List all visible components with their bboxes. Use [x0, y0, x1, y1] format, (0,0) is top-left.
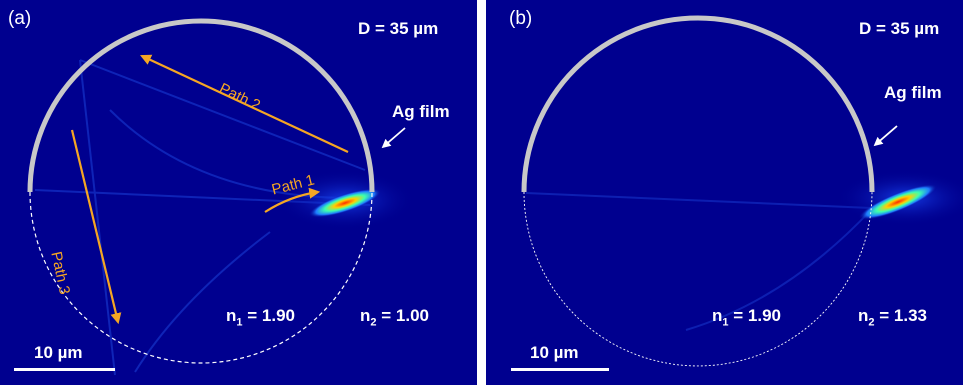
scale-label: 10 µm [530, 343, 579, 362]
n2-label: n2 = 1.33 [858, 306, 927, 329]
scale-bar [14, 368, 115, 371]
path-1-arrow [264, 187, 321, 213]
diameter-label: D = 35 µm [358, 19, 439, 38]
scale-label: 10 µm [34, 343, 83, 362]
film-label: Ag film [884, 83, 942, 102]
scale-bar [511, 368, 609, 371]
panel-label: (a) [8, 8, 32, 29]
path-2-arrow [140, 54, 349, 153]
panel-a: (a) D = 35 µm Ag film Path 2 Path 1 Path… [0, 0, 477, 385]
film-pointer-arrow [873, 125, 898, 147]
n1-label: n1 = 1.90 [226, 306, 295, 329]
n2-label: n2 = 1.00 [360, 306, 429, 329]
film-label: Ag film [392, 102, 450, 121]
n1-label: n1 = 1.90 [712, 306, 781, 329]
path-3-arrow [70, 129, 122, 325]
panel-b: (b) D = 35 µm Ag film n1 = 1.90 n2 = 1.3… [486, 0, 963, 385]
diameter-label: D = 35 µm [859, 19, 940, 38]
field-intensity-map-a [0, 0, 477, 385]
field-intensity-map-b [486, 0, 963, 385]
panel-label: (b) [509, 8, 533, 29]
film-pointer-arrow [381, 127, 406, 149]
